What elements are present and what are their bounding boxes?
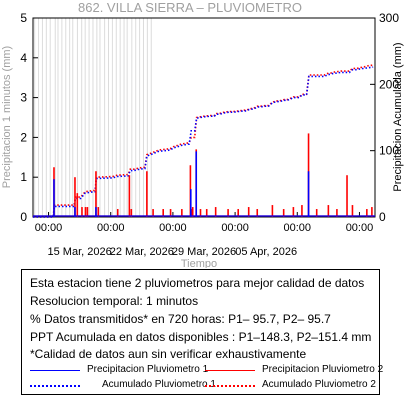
rain-chart: 0 1 2 3 4 5 0 100 200 300 00:00 00:00 00:00 00:00 00:0… — [1, 0, 404, 268]
x-tick-time-label: 00:00 — [221, 222, 249, 234]
gap-band — [69, 18, 71, 217]
gap-band — [57, 18, 59, 217]
x-tick-time-label: 00:00 — [97, 222, 125, 234]
y-right-tick-label: 0 — [379, 210, 386, 224]
chart-axes: 0 1 2 3 4 5 0 100 200 300 00:00 00:00 00:00 00:00 00:0… — [20, 11, 399, 258]
y-left-tick-label: 1 — [20, 170, 27, 184]
chart-series — [33, 64, 375, 218]
gap-band — [92, 18, 94, 217]
data-gap-bands — [34, 18, 152, 217]
gap-band — [111, 18, 113, 217]
y-left-tick-label: 0 — [20, 210, 27, 224]
info-box: Esta estacion tiene 2 pluviometros para … — [21, 269, 384, 395]
y-left-tick-label: 2 — [20, 130, 27, 144]
legend-swatch-a2 — [205, 385, 255, 387]
gap-band — [115, 18, 117, 217]
gap-band — [146, 18, 148, 217]
gap-band — [41, 18, 43, 217]
gap-band — [84, 18, 86, 217]
y-right-tick-label: 100 — [379, 144, 399, 158]
gap-band — [61, 18, 63, 217]
info-accumulated-ppt: PPT Acumulada en datos disponibles : P1–… — [30, 330, 372, 344]
gap-band — [142, 18, 144, 217]
gap-band — [34, 18, 36, 217]
gap-band — [72, 18, 74, 217]
gap-band — [81, 18, 83, 217]
gap-band — [49, 18, 51, 217]
gap-band — [139, 18, 141, 217]
plot-frame — [32, 17, 376, 218]
x-tick-date-label: 15 Mar, 2026 — [48, 246, 112, 258]
x-tick-date-label: 05 Apr, 2026 — [235, 246, 297, 258]
gap-band — [65, 18, 67, 217]
x-tick-time-label: 00:00 — [35, 222, 63, 234]
y-left-tick-label: 3 — [20, 91, 27, 105]
gap-band — [119, 18, 121, 217]
x-tick-date-label: 29 Mar, 2026 — [172, 246, 236, 258]
gap-band — [126, 18, 128, 217]
y-right-tick-label: 200 — [379, 77, 399, 91]
y-axis-left-label: Precipitacion 1 minutos (mm) — [1, 46, 13, 188]
gap-band — [131, 18, 133, 217]
x-tick-date-label: 22 Mar, 2026 — [110, 246, 174, 258]
info-transmitted-percent: % Datos transmitidos* en 720 horas: P1– … — [30, 312, 331, 326]
gap-band — [150, 18, 152, 217]
info-resolution: Resolucion temporal: 1 minutos — [30, 294, 199, 308]
y-left-tick-label: 4 — [20, 51, 27, 65]
legend-swatch-p2 — [205, 370, 255, 371]
gap-band — [96, 18, 98, 217]
x-tick-time-label: 00:00 — [159, 222, 187, 234]
accumulated-series-line — [33, 64, 374, 218]
gap-band — [123, 18, 125, 217]
legend-label-p2: Precipitacion Pluviometro 2 — [262, 364, 384, 375]
y-right-tick-label: 300 — [379, 11, 399, 25]
chart-title: 862. VILLA SIERRA – PLUVIOMETRO — [78, 0, 302, 15]
gap-band — [38, 18, 40, 217]
gap-band — [135, 18, 137, 217]
legend-label-a2: Acumulado Pluviometro 2 — [262, 379, 376, 390]
y-axis-right-label: Precipitacion Acumulada (mm) — [392, 42, 404, 191]
legend-label-p1: Precipitacion Pluviometro 1 — [87, 364, 209, 375]
gap-band — [54, 18, 56, 217]
info-quality-note: *Calidad de datos aun sin verificar exha… — [30, 347, 307, 361]
x-tick-time-label: 00:00 — [346, 222, 374, 234]
legend-swatch-p1 — [30, 370, 80, 371]
legend-swatch-a1 — [30, 385, 80, 387]
accumulated-series-line — [33, 66, 374, 218]
x-axis-label: Tiempo — [181, 258, 217, 268]
y-left-tick-label: 5 — [20, 11, 27, 25]
gap-band — [45, 18, 47, 217]
gap-band — [108, 18, 110, 217]
gap-band — [88, 18, 90, 217]
x-tick-time-label: 00:00 — [284, 222, 312, 234]
legend-label-a1: Acumulado Pluviometro 1 — [102, 379, 216, 390]
info-stations-note: Esta estacion tiene 2 pluviometros para … — [30, 276, 365, 290]
gap-band — [76, 18, 78, 217]
gap-band — [104, 18, 106, 217]
gap-band — [99, 18, 101, 217]
